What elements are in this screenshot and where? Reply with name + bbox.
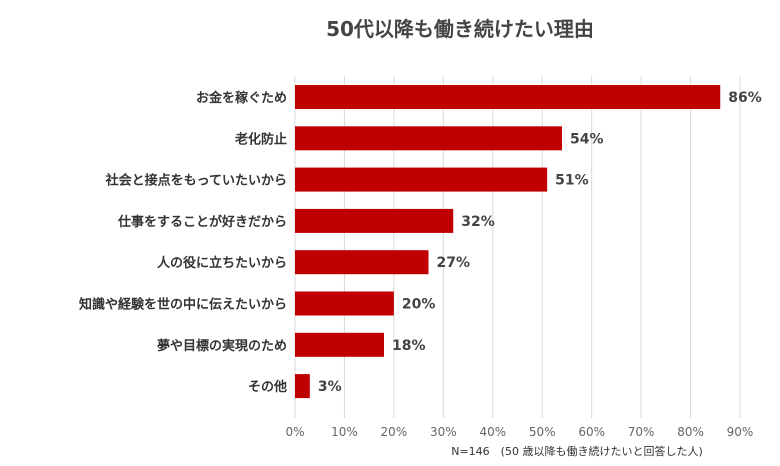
category-labels: お金を稼ぐため老化防止社会と接点をもっていたいから仕事をすることが好きだから人の…	[79, 90, 287, 395]
data-label: 51%	[555, 173, 589, 189]
category-label: お金を稼ぐため	[196, 90, 287, 106]
sample-note: N=146 (50 歳以降も働き続けたいと回答した人)	[451, 444, 703, 458]
bar	[295, 167, 548, 192]
bar	[295, 126, 562, 151]
x-tick-label: 40%	[479, 425, 506, 439]
x-axis-ticks: 0% 10% 20% 30% 40% 50% 60% 70% 80% 90%	[285, 425, 753, 439]
category-label: 知識や経験を世の中に伝えたいから	[79, 297, 287, 313]
bar	[295, 332, 384, 357]
chart-title: 50代以降も働き続けたい理由	[326, 17, 594, 41]
x-tick-label: 50%	[529, 425, 556, 439]
category-label: 人の役に立ちたいから	[157, 255, 287, 271]
bars	[295, 85, 721, 399]
x-tick-label: 70%	[628, 425, 655, 439]
data-label: 86%	[728, 90, 762, 106]
data-label: 27%	[437, 255, 471, 271]
bar	[295, 85, 721, 109]
bar	[295, 291, 394, 316]
x-tick-label: 80%	[677, 425, 704, 439]
category-label: 夢や目標の実現のため	[157, 338, 287, 354]
category-label: 老化防止	[234, 131, 287, 147]
category-label: 社会と接点をもっていたいから	[105, 173, 287, 189]
value-labels: 86% 54% 51% 32% 27% 20% 18% 3%	[318, 90, 762, 395]
x-tick-label: 30%	[430, 425, 457, 439]
x-tick-label: 10%	[331, 425, 358, 439]
data-label: 54%	[570, 131, 604, 147]
data-label: 20%	[402, 297, 436, 313]
x-tick-label: 60%	[578, 425, 605, 439]
data-label: 18%	[392, 338, 426, 354]
category-label: 仕事をすることが好きだから	[117, 214, 287, 230]
data-label: 32%	[461, 214, 495, 230]
data-label: 3%	[318, 379, 342, 395]
category-label: その他	[248, 379, 287, 395]
bar	[295, 250, 429, 275]
bar	[295, 374, 310, 399]
x-tick-label: 90%	[727, 425, 754, 439]
bar	[295, 208, 454, 233]
x-tick-label: 0%	[285, 425, 304, 439]
x-tick-label: 20%	[381, 425, 408, 439]
